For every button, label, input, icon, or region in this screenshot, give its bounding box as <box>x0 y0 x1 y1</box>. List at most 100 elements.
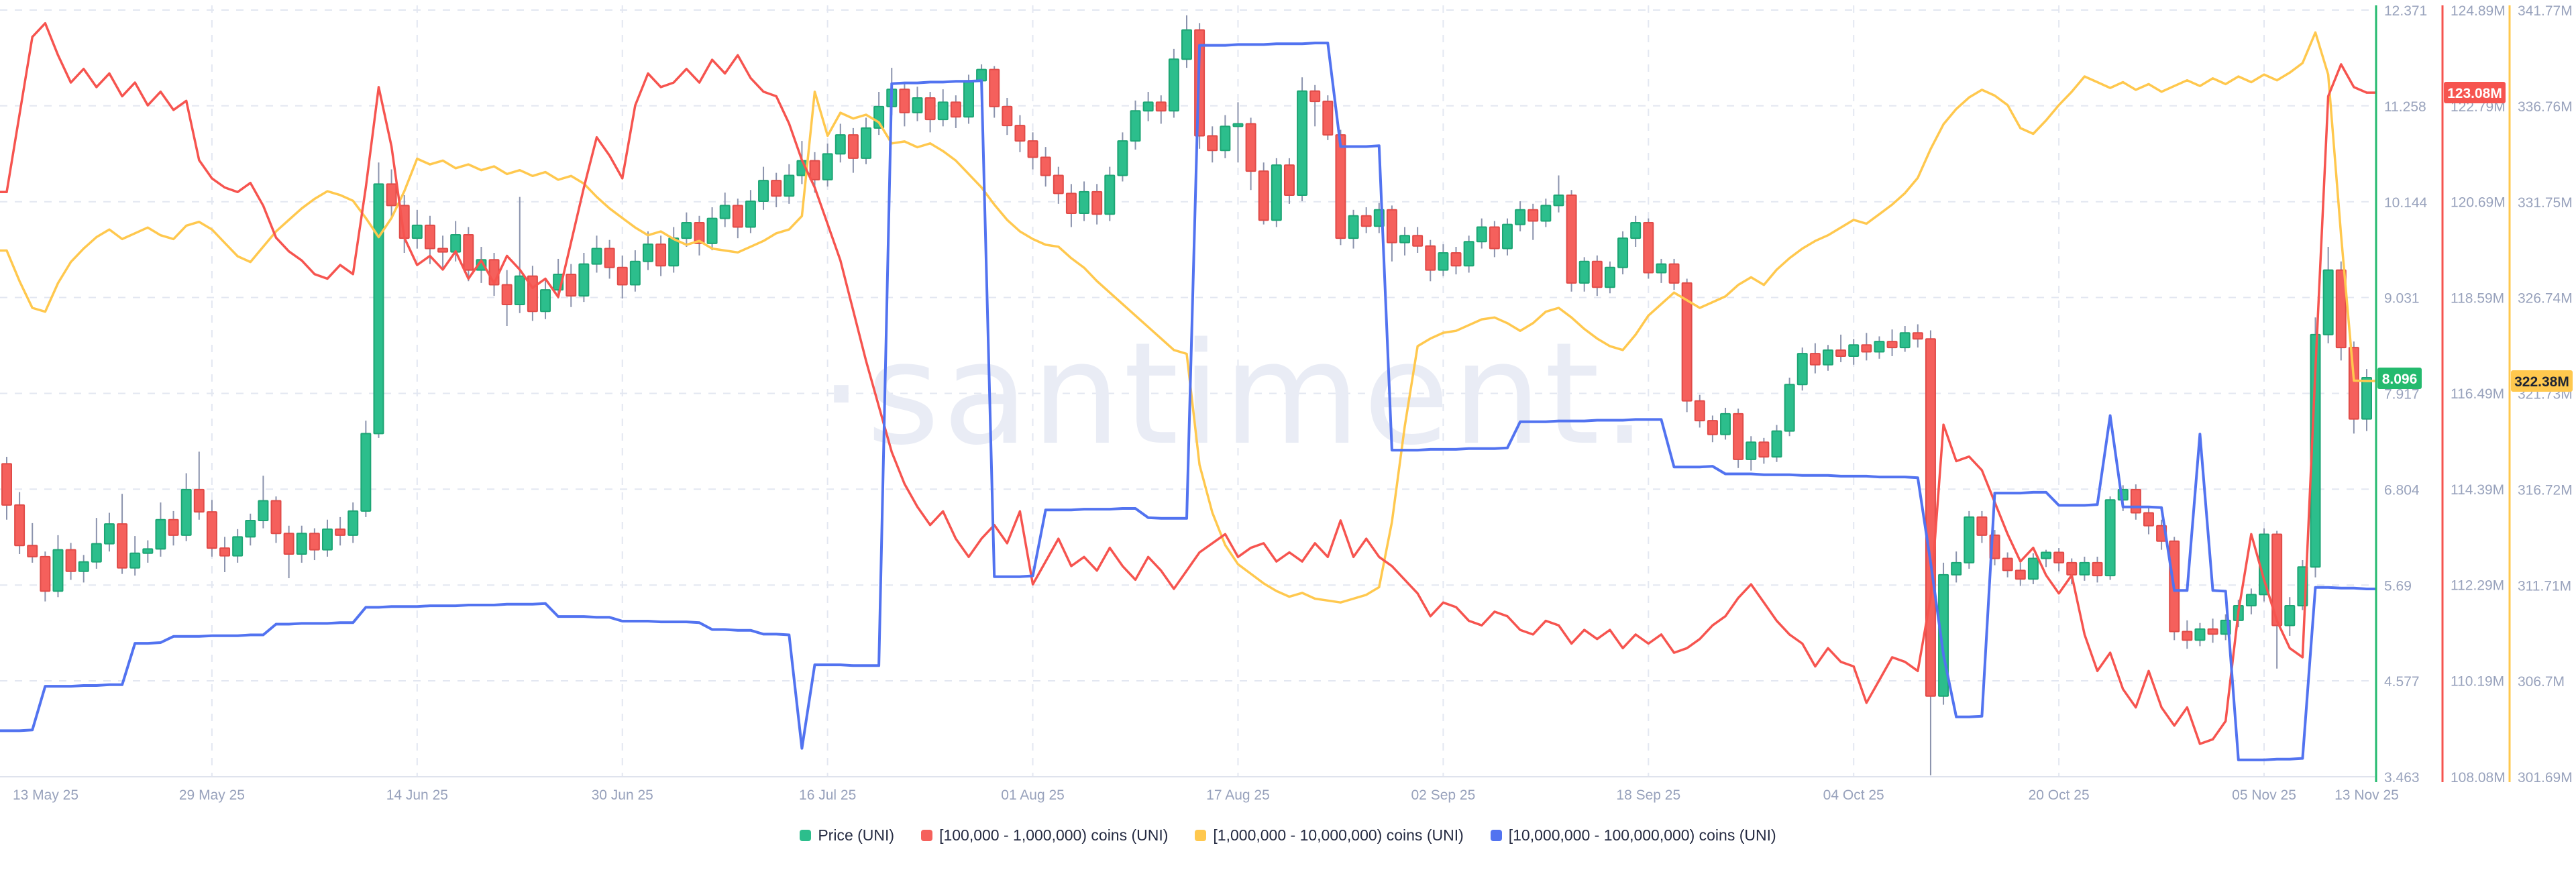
candle[interactable] <box>1746 441 1757 460</box>
candles-layer[interactable] <box>1 15 2372 775</box>
candle[interactable] <box>1964 516 1975 563</box>
lines-layer[interactable] <box>0 21 2376 761</box>
legend-item-1[interactable]: [100,000 - 1,000,000) coins (UNI) <box>921 826 1168 844</box>
candle[interactable] <box>861 127 872 159</box>
candle[interactable] <box>27 545 38 557</box>
candle[interactable] <box>1656 263 1667 274</box>
holders-1m-10m-line[interactable] <box>0 31 2376 604</box>
candle[interactable] <box>540 289 551 313</box>
candle[interactable] <box>40 555 51 592</box>
candle[interactable] <box>1912 332 1923 340</box>
candle[interactable] <box>655 243 667 267</box>
candle[interactable] <box>604 248 615 268</box>
candle[interactable] <box>2092 561 2103 577</box>
candle[interactable] <box>1796 353 1808 386</box>
candle[interactable] <box>976 68 987 82</box>
candle[interactable] <box>1142 101 1154 112</box>
holders-100k-1m-line[interactable] <box>0 21 2376 745</box>
candle[interactable] <box>2194 628 2206 641</box>
candle[interactable] <box>1809 353 1821 366</box>
holders-10m-100m-line[interactable] <box>0 42 2376 761</box>
candle[interactable] <box>719 205 731 219</box>
candle[interactable] <box>1720 413 1731 435</box>
candle[interactable] <box>1591 260 1603 288</box>
candle[interactable] <box>1874 341 1885 353</box>
candle[interactable] <box>1091 190 1103 215</box>
candle[interactable] <box>1784 384 1795 432</box>
candle[interactable] <box>347 510 359 536</box>
candle[interactable] <box>2271 533 2283 626</box>
candle[interactable] <box>1386 209 1397 243</box>
candle[interactable] <box>1951 561 1962 576</box>
candle[interactable] <box>1104 174 1116 215</box>
candle[interactable] <box>1053 174 1064 195</box>
candle[interactable] <box>1360 215 1372 227</box>
candle[interactable] <box>616 266 628 286</box>
candle[interactable] <box>950 101 961 118</box>
legend-item-2[interactable]: [1,000,000 - 10,000,000) coins (UNI) <box>1195 826 1464 844</box>
candle[interactable] <box>1604 266 1615 288</box>
candle[interactable] <box>501 284 513 305</box>
candle[interactable] <box>1027 140 1038 158</box>
candle[interactable] <box>1079 190 1090 214</box>
candle[interactable] <box>2041 551 2052 559</box>
candle[interactable] <box>2015 569 2026 580</box>
candle[interactable] <box>52 549 64 592</box>
candle[interactable] <box>309 533 320 551</box>
candle[interactable] <box>847 134 859 159</box>
candle[interactable] <box>2130 488 2141 514</box>
candle[interactable] <box>142 548 154 554</box>
candle[interactable] <box>681 222 692 239</box>
candle[interactable] <box>1848 344 1860 357</box>
candle[interactable] <box>642 243 653 262</box>
candle[interactable] <box>1643 222 1654 274</box>
candle[interactable] <box>1283 164 1295 196</box>
candle[interactable] <box>912 97 923 113</box>
candle[interactable] <box>1002 105 1013 127</box>
candle[interactable] <box>1630 222 1642 239</box>
candle[interactable] <box>193 488 205 513</box>
candle[interactable] <box>2104 499 2116 577</box>
candle[interactable] <box>1245 123 1256 172</box>
candle[interactable] <box>1476 226 1487 243</box>
candle[interactable] <box>1822 349 1833 366</box>
candle[interactable] <box>1399 235 1411 243</box>
legend-item-3[interactable]: [10,000,000 - 100,000,000) coins (UNI) <box>1490 826 1776 844</box>
candle[interactable] <box>1438 252 1449 271</box>
candle[interactable] <box>206 511 217 549</box>
y-axes[interactable]: 12.371 11.258 10.144 9.031 7.917 6.804 5.69 4.5… <box>2375 3 2573 785</box>
candle[interactable] <box>1771 430 1782 458</box>
candle[interactable] <box>2335 269 2347 349</box>
candle[interactable] <box>1578 260 1590 284</box>
candle[interactable] <box>424 224 435 250</box>
candle[interactable] <box>578 263 590 297</box>
candle[interactable] <box>1322 101 1334 136</box>
candle[interactable] <box>1309 90 1321 103</box>
candle[interactable] <box>1271 164 1282 221</box>
candle[interactable] <box>2053 551 2065 563</box>
candle[interactable] <box>1232 123 1244 127</box>
candle[interactable] <box>232 536 244 557</box>
candle[interactable] <box>629 260 641 286</box>
candle[interactable] <box>335 528 346 536</box>
candle[interactable] <box>1566 194 1577 284</box>
candle[interactable] <box>2284 605 2296 626</box>
candle[interactable] <box>2182 631 2193 641</box>
candle[interactable] <box>1733 413 1744 460</box>
candle[interactable] <box>296 533 307 555</box>
candle[interactable] <box>283 533 294 555</box>
candle[interactable] <box>129 552 141 569</box>
candle[interactable] <box>1220 125 1231 152</box>
candle[interactable] <box>963 80 974 118</box>
candle[interactable] <box>1155 101 1167 112</box>
candle[interactable] <box>1707 420 1718 435</box>
candle[interactable] <box>1412 235 1424 247</box>
candle[interactable] <box>117 523 128 569</box>
candle[interactable] <box>835 134 846 155</box>
candle[interactable] <box>2002 557 2013 571</box>
candle[interactable] <box>2348 347 2359 420</box>
candle[interactable] <box>1527 209 1539 222</box>
candle[interactable] <box>2361 377 2372 420</box>
candle[interactable] <box>65 549 76 572</box>
